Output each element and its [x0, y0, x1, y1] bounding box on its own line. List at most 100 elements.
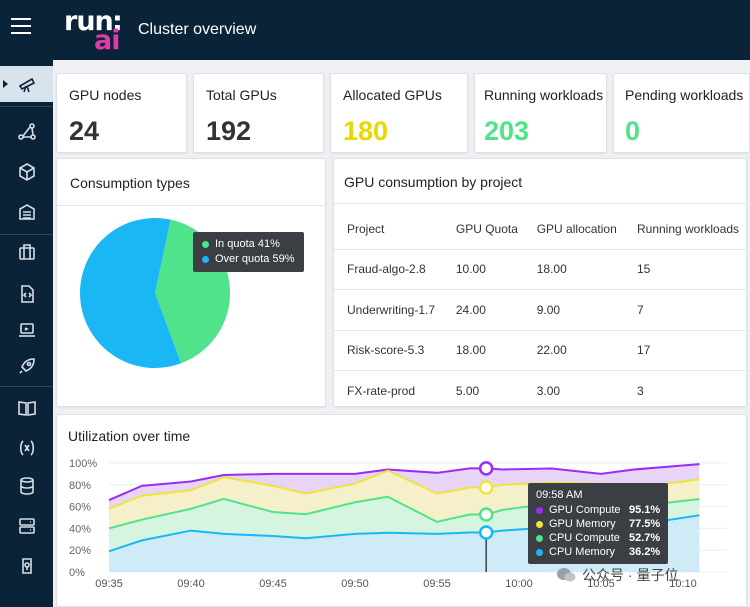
- x-tick-label: 09:45: [259, 578, 287, 590]
- table-cell: 18.00: [442, 329, 524, 371]
- active-indicator-icon: [3, 80, 8, 88]
- table-cell: FX-rate-prod: [334, 370, 443, 411]
- stat-label: Total GPUs: [206, 87, 277, 103]
- table-header-row: Project GPU Quota GPU allocation Running…: [334, 209, 748, 249]
- watermark: 公众号 · 量子位: [556, 565, 678, 585]
- stat-value: 180: [343, 116, 389, 146]
- stat-value: 0: [625, 116, 641, 146]
- briefcase-icon: [18, 244, 35, 260]
- tooltip-value: 95.1%: [629, 504, 661, 516]
- stat-card-total-gpus: Total GPUs 192: [193, 73, 324, 153]
- runai-logo: run : ai: [64, 6, 124, 56]
- book-icon: [17, 401, 36, 416]
- table-cell: 3.00: [523, 370, 624, 411]
- sidebar-item-projects[interactable]: [0, 154, 53, 190]
- hover-point-gpu-compute[interactable]: [478, 461, 494, 476]
- column-header[interactable]: Running workloads: [636, 221, 740, 236]
- table-cell: 22.00: [523, 329, 624, 371]
- stat-value: 203: [484, 116, 530, 146]
- code-file-icon: [20, 285, 34, 303]
- tooltip-label: GPU Compute: [549, 504, 621, 516]
- table-cell: 18.00: [523, 248, 624, 290]
- table-row[interactable]: FX-rate-prod 5.00 3.00 3: [334, 370, 748, 411]
- sidebar-item-environments[interactable]: [0, 312, 53, 348]
- tooltip-value: 59%: [272, 253, 295, 265]
- tooltip-row-in-quota: In quota 41%: [202, 237, 295, 252]
- y-tick-label: 0%: [69, 567, 85, 579]
- legend-dot: [536, 548, 543, 556]
- column-header[interactable]: Project: [347, 221, 385, 236]
- tooltip-time: 09:58 AM: [536, 489, 583, 501]
- tooltip-row: GPU Memory 77.5%: [536, 517, 660, 531]
- tooltip-value: 36.2%: [629, 546, 661, 558]
- sidebar-item-departments[interactable]: [0, 194, 53, 230]
- variable-icon: [19, 440, 34, 456]
- sidebar-item-nodes[interactable]: [0, 114, 53, 150]
- cube-icon: [18, 163, 35, 181]
- tooltip-label: CPU Memory: [549, 546, 616, 558]
- table-row[interactable]: Underwriting-1.7 24.00 9.00 7: [334, 289, 748, 330]
- x-tick-label: 09:40: [177, 578, 205, 590]
- tooltip-label: In quota: [215, 238, 255, 250]
- sidebar-item-datasources[interactable]: [0, 468, 53, 504]
- sidebar-item-templates[interactable]: [0, 276, 53, 312]
- sidebar-item-storage[interactable]: [0, 508, 53, 544]
- line-gpu-compute[interactable]: [108, 463, 700, 501]
- pie-slice-over-quota[interactable]: [80, 218, 182, 368]
- stat-card-allocated-gpus: Allocated GPUs 180: [330, 73, 468, 153]
- sidebar-item-variables[interactable]: [0, 430, 53, 466]
- legend-dot: [536, 506, 543, 514]
- hover-point-cpu-compute[interactable]: [478, 507, 494, 522]
- tooltip-value: 41%: [257, 238, 280, 250]
- tooltip-value: 52.7%: [629, 532, 661, 544]
- watermark-text: 公众号 · 量子位: [582, 567, 679, 583]
- menu-icon[interactable]: [11, 18, 31, 34]
- y-tick-label: 40%: [69, 523, 91, 535]
- logo-ai: ai: [94, 25, 121, 56]
- column-header[interactable]: GPU Quota: [455, 221, 518, 236]
- datacenter-icon: [18, 204, 35, 220]
- sidebar-item-credentials[interactable]: [0, 548, 53, 584]
- sidebar-item-overview[interactable]: [0, 66, 53, 102]
- utilization-tooltip: 09:58 AM GPU Compute 95.1% GPU Memory 77…: [528, 483, 669, 564]
- tooltip-row: CPU Compute 52.7%: [536, 531, 660, 545]
- gpu-consumption-card: GPU consumption by project Project GPU Q…: [333, 158, 748, 411]
- stat-card-running-workloads: Running workloads 203: [474, 73, 607, 153]
- hover-point-cpu-memory[interactable]: [478, 525, 494, 540]
- card-divider: [334, 203, 746, 204]
- table-cell: 10.00: [442, 248, 524, 290]
- stat-card-gpu-nodes: GPU nodes 24: [56, 73, 187, 153]
- stat-value: 192: [206, 116, 252, 146]
- sidebar: [0, 60, 53, 607]
- hover-point-gpu-memory[interactable]: [478, 480, 494, 495]
- stat-value: 24: [69, 116, 100, 146]
- stat-label: Pending workloads: [625, 87, 744, 103]
- y-tick-label: 60%: [69, 502, 91, 514]
- table-row[interactable]: Fraud-algo-2.8 10.00 18.00 15: [334, 248, 748, 290]
- laptop-icon: [18, 323, 35, 337]
- sidebar-item-workloads[interactable]: [0, 234, 53, 270]
- consumption-types-card: Consumption types In quota 41% Over quot…: [56, 158, 326, 407]
- table-cell: 3: [623, 370, 748, 411]
- card-title: GPU consumption by project: [344, 174, 523, 190]
- y-tick-label: 20%: [69, 545, 91, 557]
- legend-dot: [536, 520, 543, 528]
- table-row[interactable]: Risk-score-5.3 18.00 22.00 17: [334, 329, 748, 371]
- card-title: Utilization over time: [68, 428, 191, 444]
- pie-tooltip: In quota 41% Over quota 59%: [193, 232, 304, 272]
- sidebar-item-docs[interactable]: [0, 390, 53, 426]
- server-icon: [18, 518, 35, 534]
- table-cell: 24.00: [442, 289, 524, 330]
- tooltip-row: CPU Memory 36.2%: [536, 545, 660, 559]
- card-divider: [57, 205, 325, 206]
- column-header[interactable]: GPU allocation: [536, 221, 617, 236]
- database-icon: [19, 477, 34, 495]
- credential-icon: [21, 558, 32, 574]
- logo-run: run: [64, 6, 114, 37]
- top-bar: run : ai Cluster overview: [0, 0, 750, 60]
- telescope-icon: [18, 77, 35, 93]
- sidebar-item-deployments[interactable]: [0, 348, 53, 384]
- table-cell: 17: [623, 329, 748, 371]
- x-tick-label: 10:10: [669, 578, 697, 590]
- table-cell: Underwriting-1.7: [334, 289, 443, 330]
